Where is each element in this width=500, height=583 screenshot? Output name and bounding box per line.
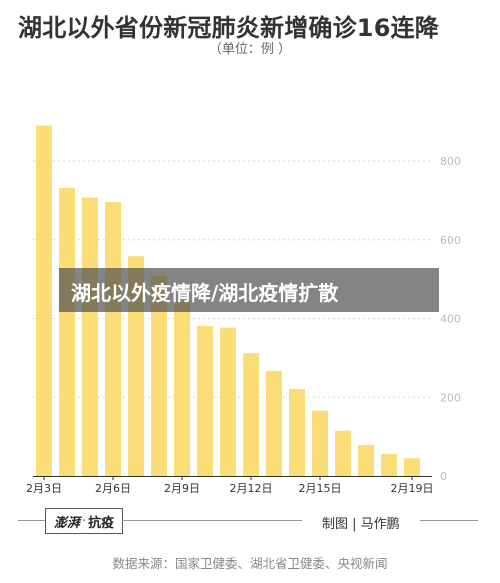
- y-tick-label: 400: [440, 313, 461, 326]
- bar: [197, 325, 213, 476]
- bar: [266, 370, 282, 476]
- y-tick-label: 800: [440, 155, 461, 168]
- bar: [59, 188, 75, 476]
- footer-rule-right: [420, 520, 478, 521]
- bar: [381, 453, 397, 476]
- bar: [404, 458, 420, 476]
- bar: [312, 410, 328, 476]
- chart-credit: 制图 | 马作鹏: [322, 517, 400, 532]
- x-tick-label: 2月12日: [230, 482, 273, 495]
- headline-overlay: 湖北以外疫情降/湖北疫情扩散: [59, 268, 439, 312]
- bar: [36, 125, 52, 476]
- bar: [174, 301, 190, 476]
- footer-rule-mid: [122, 520, 302, 521]
- bar: [243, 353, 259, 476]
- y-tick-label: 200: [440, 391, 461, 404]
- footer-rule-left: [18, 520, 46, 521]
- chart-title: 湖北以外省份新冠肺炎新增确诊16连降: [18, 14, 439, 42]
- x-tick-label: 2月15日: [299, 482, 342, 495]
- x-tick-label: 2月9日: [164, 482, 200, 495]
- logo-label: 抗疫: [88, 515, 115, 531]
- bar: [151, 275, 167, 476]
- x-tick-label: 2月3日: [26, 482, 62, 495]
- bar: [358, 444, 374, 476]
- bar: [82, 197, 98, 476]
- x-tick-label: 2月6日: [95, 482, 131, 495]
- logo-separator: ·: [81, 513, 87, 529]
- bar: [105, 201, 121, 476]
- logo: 澎湃 · 抗疫: [45, 508, 123, 534]
- headline-overlay-text: 湖北以外疫情降/湖北疫情扩散: [71, 281, 339, 305]
- x-tick-label: 2月19日: [391, 482, 434, 495]
- y-tick-label: 0: [440, 470, 447, 483]
- bar: [220, 327, 236, 476]
- bar: [289, 388, 305, 476]
- chart-subtitle: （单位：例 ）: [208, 42, 292, 57]
- y-tick-label: 600: [440, 234, 461, 247]
- data-source: 数据来源：国家卫健委、湖北省卫健委、央视新闻: [112, 556, 388, 571]
- bar: [335, 430, 351, 476]
- logo-stamp: 澎湃: [53, 515, 80, 531]
